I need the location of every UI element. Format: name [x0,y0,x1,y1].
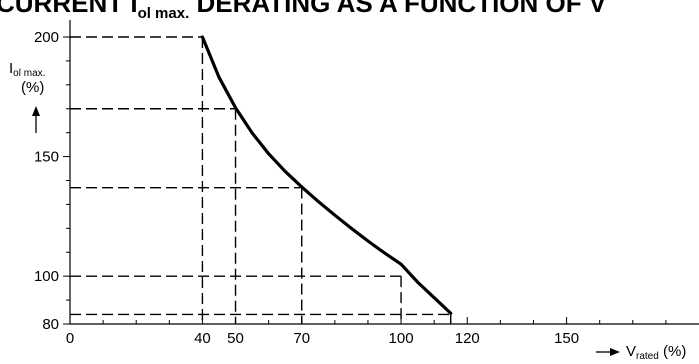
derating-curve [200,35,453,315]
x-tick-label: 120 [455,330,480,347]
y-axis-arrow-head [32,106,40,116]
y-tick-label: 80 [42,316,59,333]
x-tick-label: 150 [554,330,579,347]
x-tick-label: 50 [227,330,244,347]
x-tick-label: 100 [389,330,414,347]
y-axis-unit: (%) [21,79,45,96]
x-tick-label: 0 [66,330,74,347]
chart-title-text: CURRENT Iol max. DERATING AS A FUNCTION … [0,0,607,20]
x-axis-arrow-head [610,348,620,356]
y-axis-label: Iol max. (%) [9,60,46,96]
y-tick-label: 150 [34,149,59,166]
x-tick-label: 40 [194,330,211,347]
chart-title: CURRENT Iol max. DERATING AS A FUNCTION … [0,0,699,20]
y-tick-label: 100 [34,268,59,285]
x-tick-label: 70 [293,330,310,347]
x-axis-label: Vrated (%) [626,343,687,362]
y-tick-label: 200 [34,29,59,46]
